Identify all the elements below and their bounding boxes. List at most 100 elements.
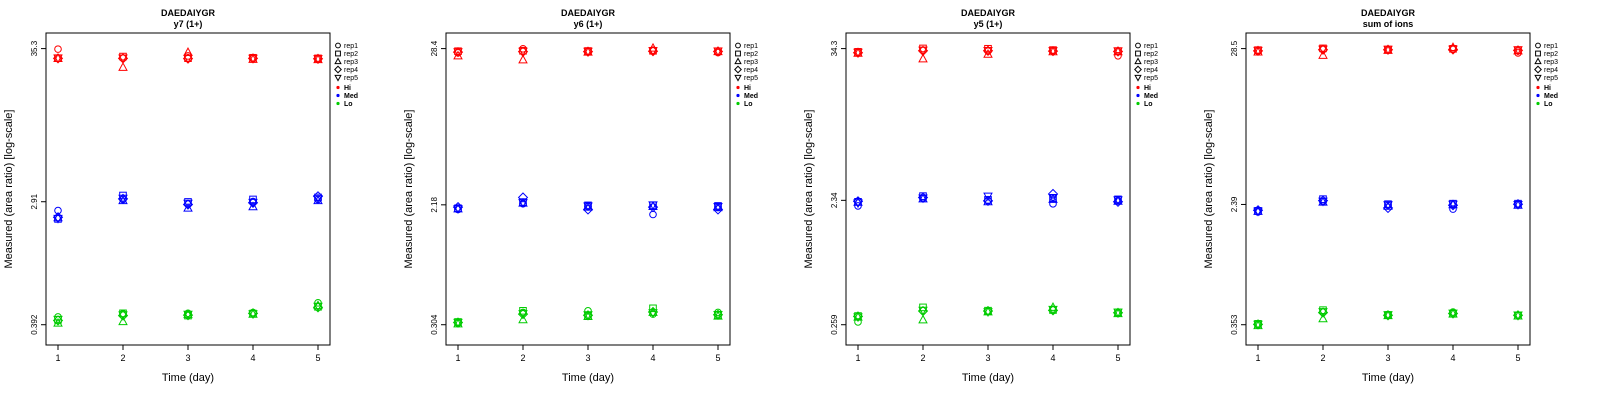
x-tick-label: 3 [1385,353,1390,363]
data-point-Med-rep4 [312,191,324,202]
data-point-Med-rep1 [1049,200,1057,208]
data-point-Med-rep4 [1382,202,1394,214]
data-point-Lo-rep1 [584,307,592,315]
dot-icon [1536,101,1540,106]
data-point-Med-rep5 [583,202,593,212]
legend-label: Hi [1144,85,1151,92]
data-point-Med-rep5 [1048,194,1058,203]
data-point-Hi-rep5 [183,54,193,64]
legend-label: rep4 [744,67,758,74]
legend-label: Lo [1544,101,1553,108]
data-point-Hi-rep5 [313,55,323,64]
data-point-Hi-rep5 [1113,47,1123,57]
square-icon [1135,50,1141,57]
legend-item-rep4: rep4 [734,65,758,74]
data-point-Lo-rep5 [853,313,863,323]
data-point-Hi-rep5 [248,54,258,64]
data-point-Lo-rep5 [583,311,593,321]
data-point-Lo-rep5 [1318,308,1328,317]
data-point-Hi-rep5 [713,47,723,57]
data-point-Hi-rep5 [583,47,593,57]
legend-item-Med: Med [1536,93,1558,100]
x-tick-label: 2 [120,353,125,363]
legend-label: Hi [344,85,351,92]
data-point-Med-rep4 [712,204,724,215]
x-tick-label: 2 [1320,353,1325,363]
data-points [52,45,324,327]
triangle-down-icon [334,74,342,82]
dot-icon [1136,93,1140,98]
circle-icon [1135,42,1141,49]
y-axis-label: Measured (area ratio) [log-scale] [1203,110,1215,269]
dot-icon [1536,85,1540,90]
data-point-Med-rep1 [1449,205,1457,213]
data-point-Lo-rep5 [1253,320,1263,330]
x-tick-label: 2 [920,353,925,363]
legend-item-rep2: rep2 [735,50,758,58]
data-point-Med-rep5 [1113,196,1123,206]
data-point-Lo-rep5 [53,315,63,325]
chart-subtitle: y5 (1+) [974,19,1003,29]
legend-label: rep5 [744,75,758,82]
x-axis-label: Time (day) [962,372,1014,384]
legend-item-rep4: rep4 [1134,65,1158,74]
legend-label: rep2 [1544,51,1558,58]
data-points [852,44,1124,326]
legend-item-Lo: Lo [736,101,753,108]
data-point-Med-rep5 [853,199,863,209]
legend-label: rep5 [1144,75,1158,82]
square-icon [335,50,341,57]
legend-label: rep3 [344,59,358,66]
data-point-Lo-rep5 [983,308,993,318]
y-tick-label: 0.353 [1230,314,1239,335]
data-point-Med-rep5 [983,192,993,202]
legend-label: rep2 [744,51,758,58]
y-tick-label: 0.304 [430,314,439,335]
data-point-Med-rep5 [1448,200,1458,210]
circle-icon [335,42,341,49]
chart-subtitle: y6 (1+) [574,19,603,29]
legend-label: Med [344,93,358,100]
data-point-Lo-rep5 [518,310,528,319]
triangle-down-icon [734,74,742,82]
y-tick-label: 28.4 [430,40,439,56]
data-point-Hi-rep3 [918,53,928,63]
triangle-up-icon [1134,57,1142,65]
data-point-Hi-rep3 [118,62,128,71]
dot-icon [336,93,340,98]
y-axis-label: Measured (area ratio) [log-scale] [3,110,15,269]
y-tick-label: 28.5 [1230,40,1239,56]
x-tick-label: 5 [1115,353,1120,363]
legend-label: Med [744,93,758,100]
data-point-Lo-rep5 [1383,311,1393,321]
data-point-Med-rep5 [313,195,323,204]
y-tick-label: 0.392 [30,314,39,335]
chart-subtitle: sum of ions [1363,19,1414,29]
data-point-Hi-rep5 [518,47,528,57]
legend-item-rep3: rep3 [734,57,758,66]
legend-item-rep3: rep3 [1534,57,1558,66]
diamond-icon [1134,65,1142,74]
plot-area [845,32,1131,346]
data-point-Hi-rep5 [53,54,63,64]
data-point-Med-rep5 [1318,197,1328,207]
y-tick-label: 2.34 [830,192,839,208]
data-point-Med-rep5 [918,194,928,204]
dot-icon [736,85,740,90]
data-point-Med-rep5 [453,205,463,214]
data-point-Med-rep4 [982,195,994,206]
x-tick-label: 3 [185,353,190,363]
y-tick-label: 0.259 [830,314,839,335]
data-point-Hi-rep5 [983,46,993,56]
data-point-Lo-rep5 [1048,305,1058,315]
legend-label: Lo [1144,101,1153,108]
data-point-Lo-rep5 [183,310,193,320]
legend-item-rep5: rep5 [1534,74,1558,82]
chart-subtitle: y7 (1+) [174,19,203,29]
chart-svg-y7: DAEDAIYGR y7 (1+) Measured (area ratio) … [3,8,358,384]
dot-icon [1136,85,1140,90]
data-points [452,42,724,328]
data-point-Lo-rep5 [313,302,323,312]
legend-item-rep5: rep5 [734,74,758,82]
square-icon [1535,50,1541,57]
